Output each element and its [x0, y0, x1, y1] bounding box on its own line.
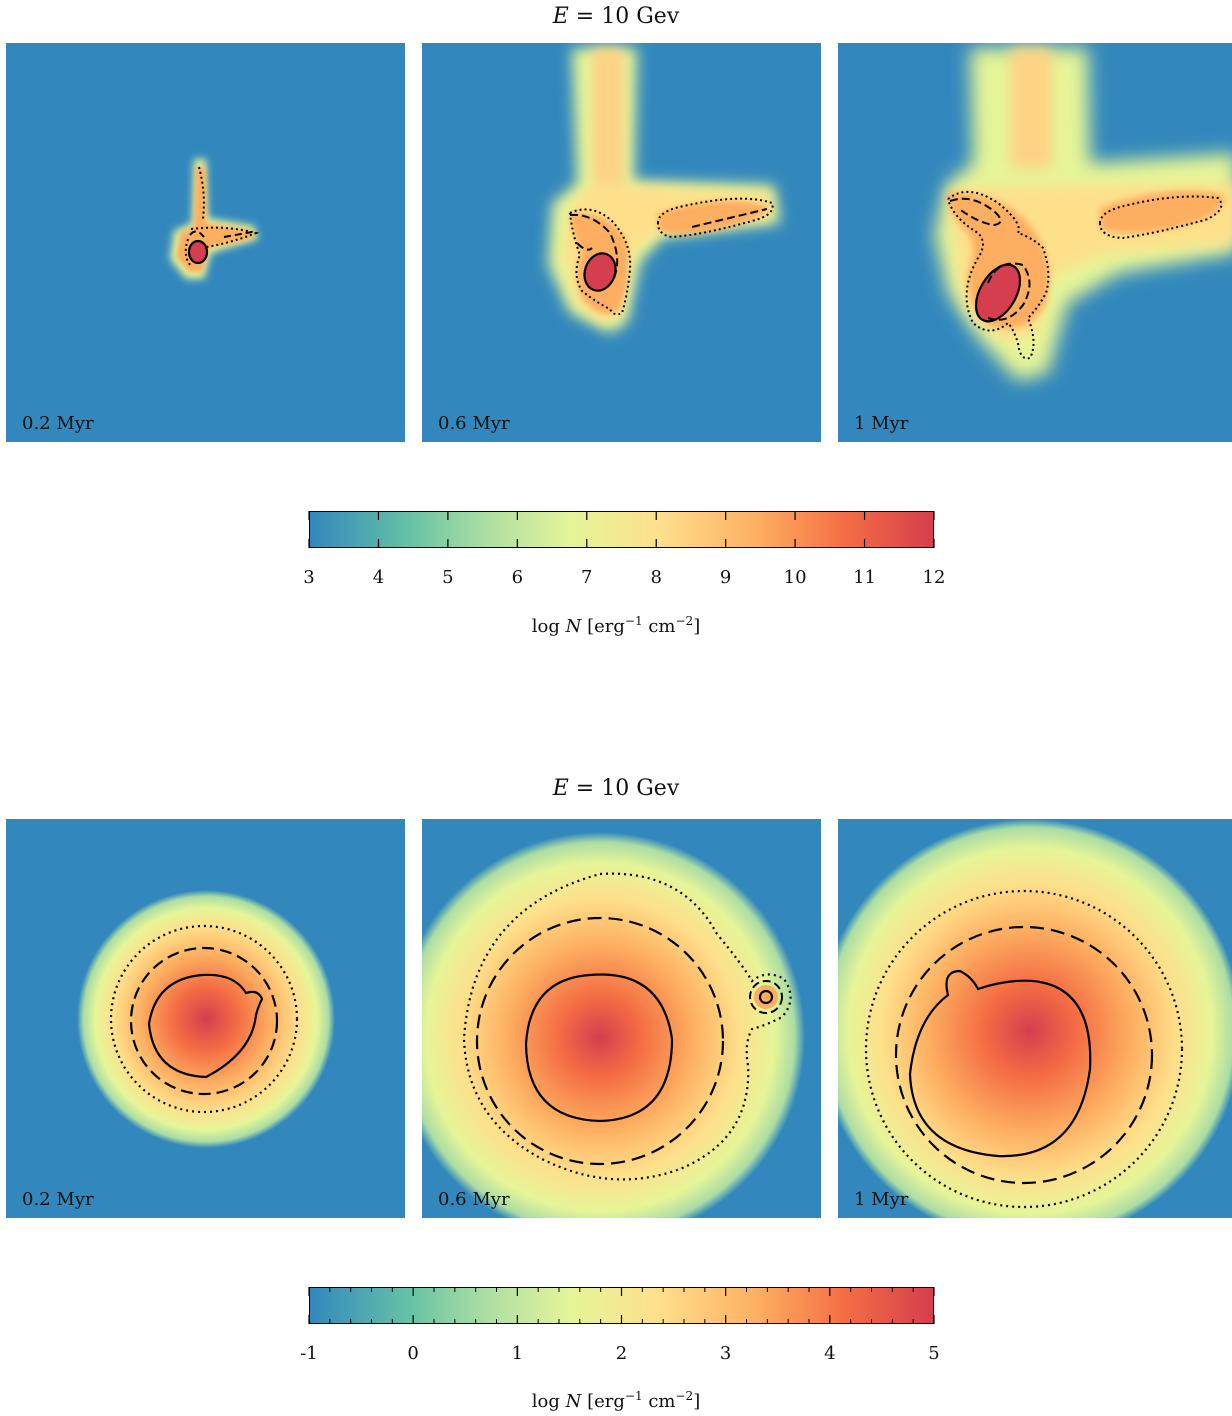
colorbar-tick-label: 5 — [928, 1343, 940, 1364]
colorbar-tick-label: 2 — [615, 1343, 628, 1364]
colorbar-tick-label: 11 — [853, 567, 876, 588]
figure1-panel-3: 1 Myr — [838, 43, 1232, 442]
figure2-colorbar — [309, 1287, 934, 1324]
colorbar-tick-label: 10 — [783, 567, 807, 588]
figure2-title: E = 10 Gev — [552, 776, 680, 801]
figure1-colorbar — [309, 511, 934, 548]
figure1-panel-2: 0.6 Myr — [422, 43, 821, 442]
figure1-panel-1: 0.2 Myr — [6, 43, 405, 442]
figure2-panel-1-map — [6, 819, 405, 1218]
panel-time-label: 0.6 Myr — [438, 1189, 510, 1210]
colorbar-tick-label: 6 — [511, 567, 524, 588]
panel-time-label: 1 Myr — [854, 413, 909, 434]
panel-time-label: 1 Myr — [854, 1189, 909, 1210]
colorbar-tick-label: 1 — [511, 1343, 524, 1364]
colorbar-tick-label: 5 — [442, 567, 454, 588]
figure2-panel-3-map — [838, 819, 1232, 1218]
colorbar-tick-label: 3 — [303, 567, 315, 588]
colorbar-tick-label: 4 — [824, 1343, 836, 1364]
colorbar-tick-label: 12 — [922, 567, 946, 588]
figure2-panel-1: 0.2 Myr — [6, 819, 405, 1218]
figure2-panel-2-map — [422, 819, 821, 1218]
figure1-panel-1-map — [6, 43, 405, 442]
colorbar-tick-label: 8 — [650, 567, 662, 588]
colorbar-tick-label: 7 — [581, 567, 593, 588]
colorbar-tick-label: 4 — [372, 567, 385, 588]
figure2-colorbar-label: log N [erg−1 cm−2] — [531, 1389, 701, 1412]
panel-time-label: 0.2 Myr — [22, 413, 94, 434]
colorbar-tick-label: 3 — [719, 1343, 732, 1364]
colorbar-tick-label: 0 — [407, 1343, 419, 1364]
figure2-panel-3: 1 Myr — [838, 819, 1232, 1218]
figure1-title: E = 10 Gev — [552, 4, 680, 29]
figure1-panel-3-map — [838, 43, 1232, 442]
colorbar-tick-label: -1 — [300, 1343, 318, 1364]
colorbar-tick-label: 9 — [719, 567, 732, 588]
panel-time-label: 0.2 Myr — [22, 1189, 94, 1210]
figure1-panel-2-map — [422, 43, 821, 442]
figure1-colorbar-label: log N [erg−1 cm−2] — [531, 614, 701, 637]
panel-time-label: 0.6 Myr — [438, 413, 510, 434]
figure2-panel-2: 0.6 Myr — [422, 819, 821, 1218]
